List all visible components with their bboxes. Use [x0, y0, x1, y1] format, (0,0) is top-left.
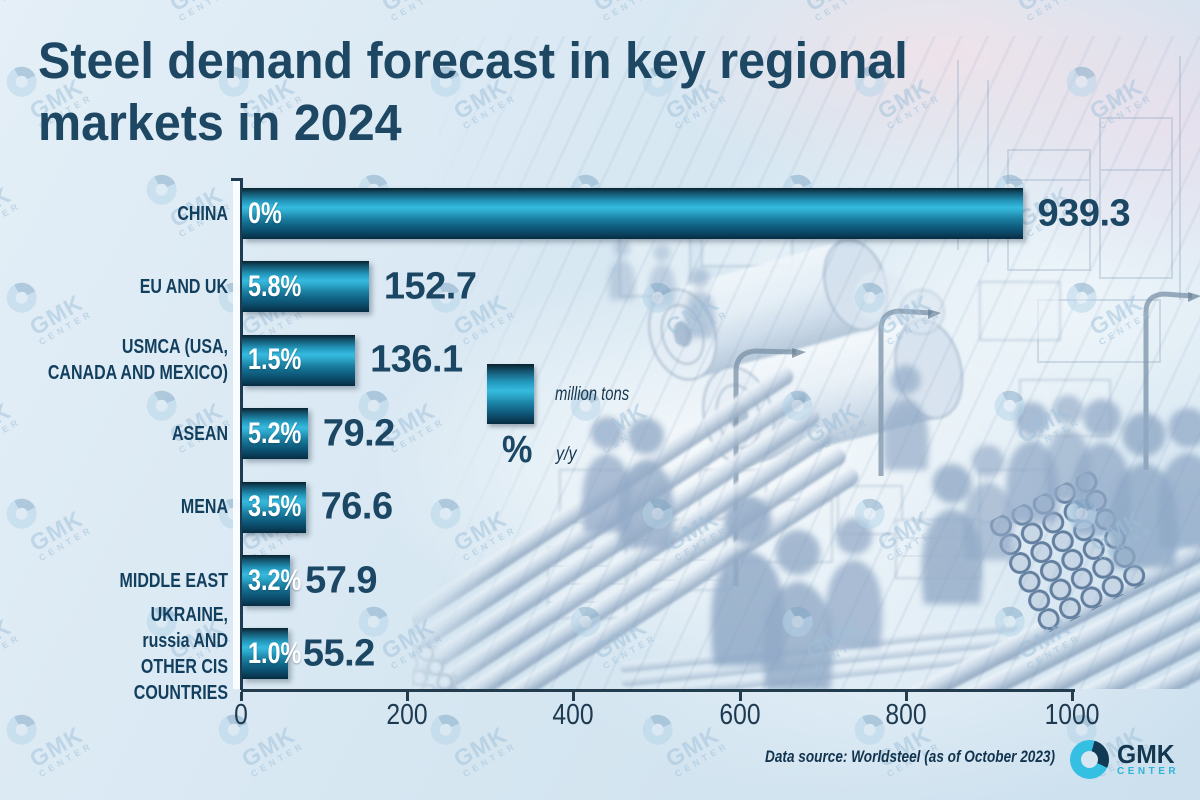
y-axis-top-tick: [231, 178, 240, 181]
bar-row-mena: MENA 3.5% 76.6: [0, 481, 1200, 533]
bar-usmca: 1.5%: [242, 334, 356, 386]
page-title: Steel demand forecast in key regional ma…: [38, 32, 908, 151]
watermark-donut-icon: [637, 709, 679, 751]
bar-row-asean: ASEAN 5.2% 79.2: [0, 408, 1200, 460]
category-label: CHINA: [177, 202, 228, 225]
y-axis-line: [240, 178, 243, 690]
bar-asean: 5.2%: [242, 408, 308, 460]
category-label: EU AND UK: [139, 275, 228, 298]
x-tick-label: 200: [386, 699, 428, 731]
value-label: 136.1: [370, 338, 463, 381]
category-label: USMCA (USA, CANADA AND MEXICO): [47, 336, 228, 385]
bar-row-china: CHINA 0% 939.3: [0, 188, 1200, 239]
legend-million-tons-label: million tons: [555, 384, 630, 405]
pct-label: 5.8%: [248, 269, 302, 303]
data-source-note: Data source: Worldsteel (as of October 2…: [765, 747, 1055, 766]
category-label: MIDDLE EAST: [119, 569, 228, 592]
legend-percent-symbol: %: [502, 429, 533, 471]
logo-center-text: CENTER: [1117, 766, 1180, 777]
bar-middle-east: 3.2%: [242, 555, 301, 606]
category-label: ASEAN: [171, 422, 228, 445]
watermark-donut-icon: [425, 709, 467, 751]
bar-row-middle-east: MIDDLE EAST 3.2% 57.9: [0, 555, 1200, 606]
pct-label: 3.5%: [248, 490, 302, 524]
bar-eu-uk: 5.8%: [242, 261, 369, 313]
bar-ukraine-cis: 1.0%: [242, 628, 301, 680]
bar-row-eu-uk: EU AND UK 5.8% 152.7: [0, 261, 1200, 313]
gmk-logo-icon: [1070, 740, 1109, 779]
logo-gmk-text: GMK: [1117, 739, 1175, 769]
watermark-donut-icon: [1, 61, 43, 103]
bar-row-ukraine-cis: UKRAINE, russia AND OTHER CIS COUNTRIES …: [0, 604, 1200, 704]
x-tick-label: 600: [719, 699, 761, 731]
pct-label: 0%: [248, 196, 282, 230]
value-label: 76.6: [320, 485, 393, 528]
legend-yoy-label: y/y: [556, 444, 577, 465]
pct-label: 1.5%: [248, 343, 302, 377]
x-tick-label: 1000: [1044, 699, 1100, 731]
value-label: 57.9: [305, 559, 378, 601]
value-label: 79.2: [322, 412, 395, 455]
x-tick-label: 0: [234, 699, 248, 731]
watermark-donut-icon: [849, 709, 891, 751]
x-axis-line: [241, 689, 1075, 692]
bar-china: 0%: [242, 188, 1023, 239]
category-label: UKRAINE, russia AND OTHER CIS COUNTRIES: [133, 603, 228, 704]
category-label: MENA: [180, 496, 228, 519]
bar-mena: 3.5%: [242, 481, 306, 533]
value-label: 939.3: [1037, 192, 1131, 234]
x-tick-label: 400: [552, 699, 594, 731]
watermark-donut-icon: [1061, 61, 1103, 103]
value-label: 152.7: [383, 265, 477, 308]
x-tick-label: 800: [885, 699, 927, 731]
legend-bar-swatch: [487, 364, 534, 424]
pct-label: 3.2%: [248, 563, 302, 597]
pct-label: 1.0%: [248, 636, 302, 670]
pct-label: 5.2%: [248, 416, 302, 450]
gmk-center-logo: GMK CENTER: [1070, 740, 1179, 779]
bar-row-usmca: USMCA (USA, CANADA AND MEXICO) 1.5% 136.…: [0, 334, 1200, 386]
y-axis-highlight: [233, 178, 240, 689]
watermark-donut-icon: [1, 709, 43, 751]
value-label: 55.2: [302, 632, 375, 675]
